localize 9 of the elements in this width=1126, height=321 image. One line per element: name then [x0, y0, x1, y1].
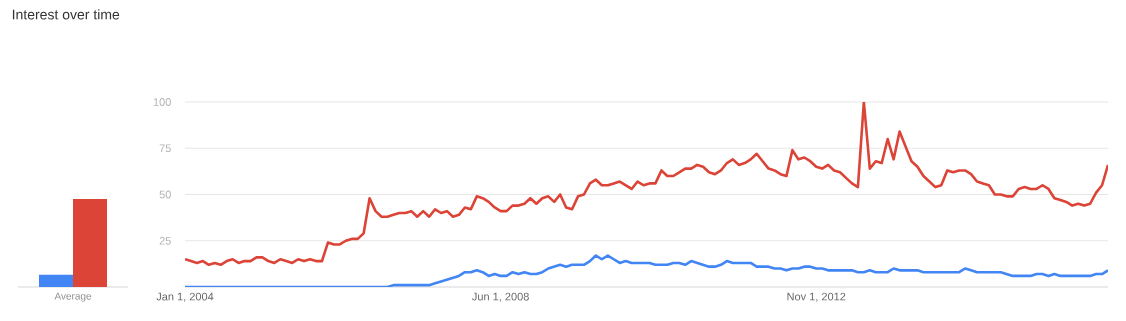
- y-tick-label: 50: [159, 190, 171, 199]
- y-tick-label: 75: [159, 144, 171, 153]
- chart-title: Interest over time: [12, 9, 120, 20]
- y-tick-label: 25: [159, 236, 171, 245]
- x-tick-label: Nov 1, 2012: [787, 292, 846, 302]
- x-tick-label: Jan 1, 2004: [156, 292, 214, 302]
- x-tick-label: Jun 1, 2008: [472, 292, 529, 302]
- y-tick-label: 100: [153, 98, 171, 106]
- x-tick-label: Average: [54, 292, 92, 302]
